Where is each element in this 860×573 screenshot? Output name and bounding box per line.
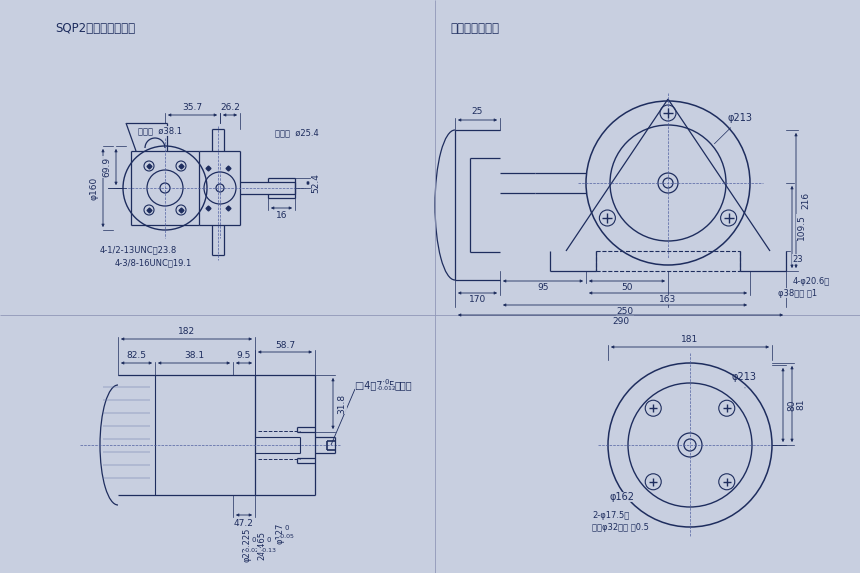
Text: 25: 25 bbox=[472, 108, 483, 116]
Text: 0: 0 bbox=[252, 537, 256, 543]
Text: -0.13: -0.13 bbox=[261, 547, 277, 552]
Text: 47.2: 47.2 bbox=[234, 519, 254, 528]
Text: 0: 0 bbox=[285, 525, 289, 531]
Text: 4-φ20.6孔: 4-φ20.6孔 bbox=[793, 277, 830, 285]
Text: 23: 23 bbox=[793, 254, 803, 264]
Text: 58.7: 58.7 bbox=[275, 340, 295, 350]
Text: φ162: φ162 bbox=[610, 492, 635, 502]
Text: 216: 216 bbox=[802, 192, 810, 209]
Text: 吸油口  ø38.1: 吸油口 ø38.1 bbox=[138, 127, 182, 135]
Text: （脚架安装型）: （脚架安装型） bbox=[450, 22, 499, 35]
Text: 82.5: 82.5 bbox=[126, 351, 146, 360]
Text: 背面φ32沉孔 深0.5: 背面φ32沉孔 深0.5 bbox=[592, 523, 649, 532]
Text: φ22.225: φ22.225 bbox=[243, 528, 251, 562]
Text: φ213: φ213 bbox=[715, 113, 753, 144]
Text: 31.8: 31.8 bbox=[337, 394, 347, 414]
Text: 81: 81 bbox=[796, 398, 806, 410]
Text: 平行鍵: 平行鍵 bbox=[395, 380, 413, 390]
Text: 163: 163 bbox=[660, 296, 677, 304]
Text: SQP2（法兰安装型）: SQP2（法兰安装型） bbox=[55, 22, 135, 35]
Text: φ127: φ127 bbox=[275, 523, 285, 544]
Text: 0: 0 bbox=[267, 537, 271, 543]
Text: 4-3/8-16UNC深19.1: 4-3/8-16UNC深19.1 bbox=[115, 258, 193, 268]
Text: 4-1/2-13UNC深23.8: 4-1/2-13UNC深23.8 bbox=[100, 245, 177, 254]
Text: 26.2: 26.2 bbox=[220, 104, 240, 112]
Text: φ213: φ213 bbox=[732, 372, 757, 388]
Text: 2-φ17.5孔: 2-φ17.5孔 bbox=[592, 511, 630, 520]
Text: 52.4: 52.4 bbox=[311, 173, 321, 193]
Text: 170: 170 bbox=[469, 296, 486, 304]
Text: 35.7: 35.7 bbox=[182, 104, 203, 112]
Text: φ38沉孔 深1: φ38沉孔 深1 bbox=[778, 288, 817, 297]
Text: 排油口  ø25.4: 排油口 ø25.4 bbox=[275, 128, 319, 138]
Text: 109.5: 109.5 bbox=[796, 214, 806, 240]
Text: -0.025: -0.025 bbox=[244, 547, 264, 552]
Text: 95: 95 bbox=[538, 284, 549, 292]
Text: 290: 290 bbox=[612, 317, 629, 327]
Text: 181: 181 bbox=[681, 335, 698, 343]
Text: 50: 50 bbox=[621, 284, 633, 292]
Text: 80: 80 bbox=[788, 399, 796, 411]
Text: 0: 0 bbox=[384, 379, 390, 385]
Text: 24.465: 24.465 bbox=[257, 531, 267, 559]
Text: 9.5: 9.5 bbox=[237, 351, 251, 360]
Text: 38.1: 38.1 bbox=[184, 351, 204, 360]
Text: □4．775: □4．775 bbox=[355, 380, 402, 390]
Text: 69.9: 69.9 bbox=[102, 157, 112, 177]
Text: 250: 250 bbox=[617, 308, 634, 316]
Text: 182: 182 bbox=[178, 328, 195, 336]
Text: 16: 16 bbox=[276, 211, 287, 221]
Text: φ160: φ160 bbox=[89, 176, 99, 199]
Text: -0.05: -0.05 bbox=[279, 535, 295, 540]
Text: -0.012: -0.012 bbox=[377, 386, 397, 391]
